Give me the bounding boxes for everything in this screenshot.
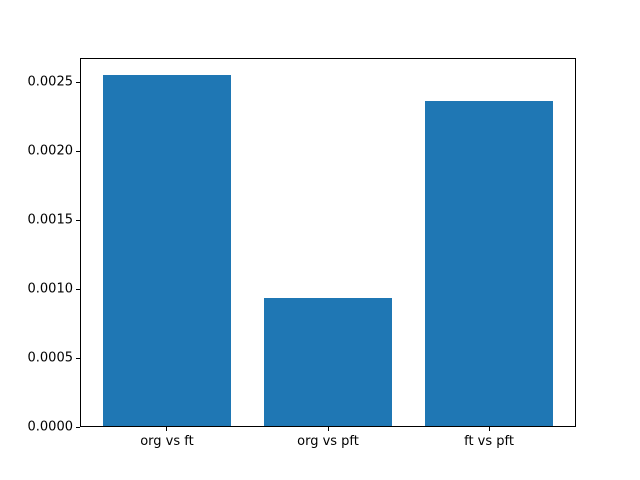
x-tick-label: ft vs pft xyxy=(464,434,514,449)
bar-org-vs-ft xyxy=(102,74,232,426)
y-tick-mark xyxy=(76,288,80,290)
y-tick-label: 0.0010 xyxy=(27,281,74,297)
y-tick-mark xyxy=(76,426,80,428)
plot-area xyxy=(80,58,576,427)
y-tick-label: 0.0020 xyxy=(27,143,74,159)
y-tick-mark xyxy=(76,81,80,83)
y-tick-mark xyxy=(76,150,80,152)
x-tick-label: org vs pft xyxy=(297,434,359,449)
y-tick-label: 0.0000 xyxy=(27,419,74,435)
y-tick-mark xyxy=(76,357,80,359)
x-tick-label: org vs ft xyxy=(140,434,194,449)
x-tick-mark xyxy=(166,427,168,431)
x-tick-mark xyxy=(488,427,490,431)
bar-org-vs-pft xyxy=(263,297,393,426)
y-tick-label: 0.0025 xyxy=(27,74,74,90)
y-tick-label: 0.0015 xyxy=(27,212,74,228)
x-tick-mark xyxy=(327,427,329,431)
y-tick-label: 0.0005 xyxy=(27,350,74,366)
bar-ft-vs-pft xyxy=(424,100,554,426)
y-tick-mark xyxy=(76,219,80,221)
